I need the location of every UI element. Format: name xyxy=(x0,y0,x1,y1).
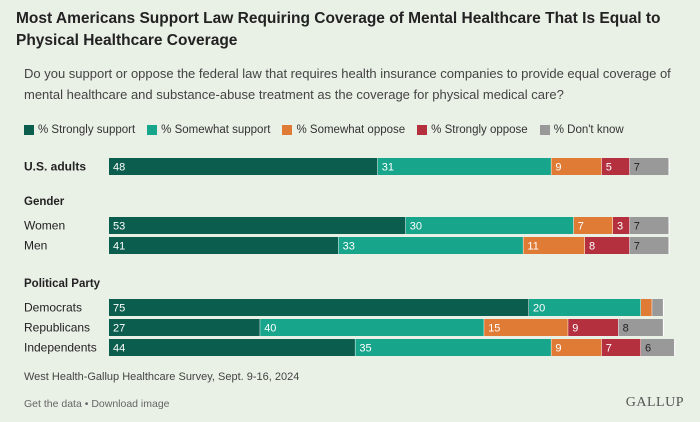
data-label: 7 xyxy=(606,343,612,355)
bar-somewhat-oppose xyxy=(484,319,569,336)
data-label: 53 xyxy=(113,221,125,233)
footer-separator: • xyxy=(81,398,92,410)
data-label: 9 xyxy=(555,162,561,174)
data-label: 35 xyxy=(359,343,371,355)
legend-item-strongly-support: % Strongly support xyxy=(24,124,135,136)
data-label: 9 xyxy=(572,323,578,335)
bar-strongly-support xyxy=(109,237,339,254)
bar-strongly-support xyxy=(109,319,261,336)
bar-strongly-oppose xyxy=(585,237,630,254)
row-label: U.S. adults xyxy=(24,160,86,174)
data-label: 75 xyxy=(113,303,125,315)
legend-swatch xyxy=(539,125,550,135)
bar-somewhat-support xyxy=(355,339,552,356)
legend-swatch xyxy=(417,125,428,135)
bar-strongly-support xyxy=(109,217,406,234)
bar-somewhat-oppose xyxy=(523,237,585,254)
legend-swatch xyxy=(147,125,158,135)
legend-label: % Somewhat support xyxy=(161,124,271,136)
row-label: Democrats xyxy=(24,301,82,315)
data-label: 9 xyxy=(555,343,561,355)
bar-dont-know xyxy=(652,299,664,316)
data-label: 7 xyxy=(634,221,640,233)
bar-somewhat-oppose xyxy=(551,339,602,356)
chart-subtitle: Do you support or oppose the federal law… xyxy=(24,66,671,102)
legend-label: % Strongly support xyxy=(38,124,136,136)
row-label: Independents xyxy=(24,341,97,355)
bar-strongly-oppose xyxy=(613,217,630,234)
bar-dont-know xyxy=(641,339,675,356)
bar-somewhat-support xyxy=(377,158,552,175)
data-label: 3 xyxy=(617,221,623,233)
bar-somewhat-oppose xyxy=(641,299,653,316)
bar-somewhat-support xyxy=(405,217,574,234)
legend-item-strongly-oppose: % Strongly oppose xyxy=(417,124,528,136)
source-note: West Health-Gallup Healthcare Survey, Se… xyxy=(24,371,300,383)
data-label: 27 xyxy=(113,323,125,335)
data-label: 11 xyxy=(527,241,538,253)
footer-links: Get the data • Download image xyxy=(24,398,170,410)
bar-strongly-oppose xyxy=(601,339,641,356)
bar-dont-know xyxy=(629,158,669,175)
bar-strongly-support xyxy=(109,299,529,316)
data-label: 48 xyxy=(113,162,125,174)
chart-title: Most Americans Support Law Requiring Cov… xyxy=(16,10,661,49)
get-data-link[interactable]: Get the data xyxy=(24,398,82,410)
data-label: 20 xyxy=(533,303,545,315)
legend-swatch xyxy=(282,125,293,135)
bar-dont-know xyxy=(629,237,669,254)
bar-somewhat-support xyxy=(529,299,641,316)
bar-strongly-oppose xyxy=(568,319,619,336)
row-label: Women xyxy=(24,219,65,233)
bar-somewhat-oppose xyxy=(573,217,613,234)
data-label: 7 xyxy=(634,241,640,253)
row-label: Men xyxy=(24,239,47,253)
data-label: 31 xyxy=(382,162,394,174)
bar-dont-know xyxy=(629,217,669,234)
bar-strongly-oppose xyxy=(601,158,630,175)
legend-item-somewhat-oppose: % Somewhat oppose xyxy=(282,124,405,136)
download-image-link[interactable]: Download image xyxy=(91,398,170,410)
data-label: 15 xyxy=(488,323,500,335)
data-label: 5 xyxy=(606,162,612,174)
legend-item-somewhat-support: % Somewhat support xyxy=(147,124,270,136)
bar-strongly-support xyxy=(109,158,378,175)
data-label: 8 xyxy=(623,323,629,335)
bar-somewhat-support xyxy=(338,237,524,254)
data-label: 7 xyxy=(634,162,640,174)
legend-swatch xyxy=(24,125,34,135)
legend-label: % Don't know xyxy=(553,124,624,136)
legend-item-dont-know: % Don't know xyxy=(539,124,624,136)
row-label: Republicans xyxy=(24,321,90,335)
data-label: 7 xyxy=(578,221,584,233)
legend-label: % Somewhat oppose xyxy=(296,124,406,136)
data-label: 44 xyxy=(113,343,125,355)
legend-label: % Strongly oppose xyxy=(431,124,528,136)
legend: % Strongly support % Somewhat support % … xyxy=(24,122,636,138)
data-label: 40 xyxy=(264,323,276,335)
bar-somewhat-oppose xyxy=(551,158,602,175)
bar-somewhat-support xyxy=(260,319,485,336)
group-label: Political Party xyxy=(24,278,101,290)
bar-dont-know xyxy=(618,319,664,336)
data-label: 41 xyxy=(113,241,125,253)
data-label: 8 xyxy=(589,241,595,253)
data-label: 6 xyxy=(645,343,651,355)
group-label: Gender xyxy=(24,196,65,208)
gallup-logo: GALLUP xyxy=(625,395,684,410)
data-label: 33 xyxy=(343,241,355,253)
bar-strongly-support xyxy=(109,339,356,356)
data-label: 30 xyxy=(410,221,422,233)
